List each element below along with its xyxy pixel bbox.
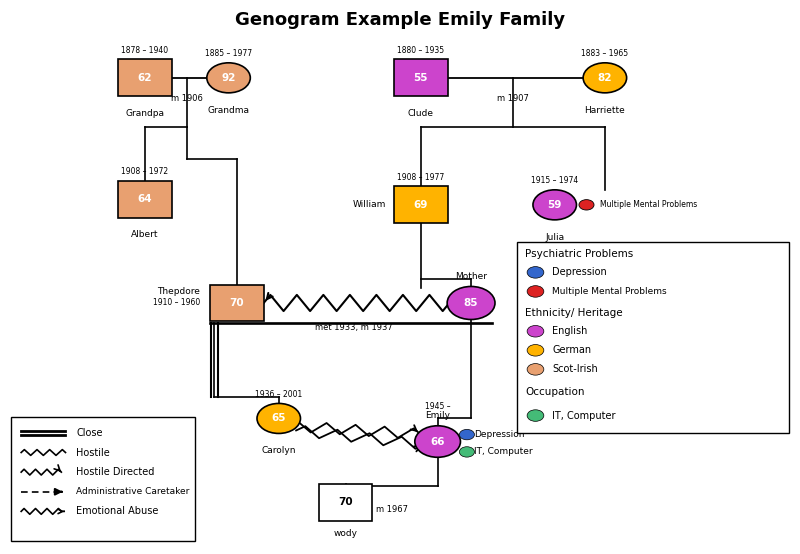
Text: 65: 65 xyxy=(271,413,286,423)
Circle shape xyxy=(459,429,474,440)
Circle shape xyxy=(583,63,626,93)
Text: Scot-Irish: Scot-Irish xyxy=(552,365,598,375)
Text: 1883 – 1965: 1883 – 1965 xyxy=(582,49,629,58)
Text: m 1906: m 1906 xyxy=(171,94,202,102)
Text: Hostile Directed: Hostile Directed xyxy=(76,467,154,477)
Text: 66: 66 xyxy=(430,437,445,447)
Text: Albert: Albert xyxy=(131,230,158,239)
Text: 64: 64 xyxy=(138,194,152,204)
Text: Mother: Mother xyxy=(455,271,487,281)
Text: 1880 – 1935: 1880 – 1935 xyxy=(398,46,445,55)
Text: Close: Close xyxy=(76,428,103,438)
Text: 1885 – 1977: 1885 – 1977 xyxy=(205,49,252,58)
Text: Occupation: Occupation xyxy=(526,387,585,397)
Text: 55: 55 xyxy=(414,73,428,83)
Text: 1908 – 1972: 1908 – 1972 xyxy=(122,167,169,176)
Bar xyxy=(210,285,264,321)
Bar xyxy=(517,242,789,433)
Circle shape xyxy=(447,286,495,320)
Circle shape xyxy=(533,190,577,220)
Text: 59: 59 xyxy=(547,200,562,210)
Text: m 1907: m 1907 xyxy=(497,94,529,102)
Text: German: German xyxy=(552,345,591,355)
Text: 1910 – 1960: 1910 – 1960 xyxy=(153,299,200,307)
Text: wody: wody xyxy=(334,529,358,538)
Text: Grandpa: Grandpa xyxy=(126,109,165,118)
Text: Administrative Caretaker: Administrative Caretaker xyxy=(76,488,190,496)
Text: Emotional Abuse: Emotional Abuse xyxy=(76,506,158,516)
Text: Depression: Depression xyxy=(552,268,607,278)
Bar xyxy=(394,59,448,96)
Text: Julia: Julia xyxy=(545,233,564,242)
Text: Multiple Mental Problems: Multiple Mental Problems xyxy=(552,287,667,296)
Text: Carolyn: Carolyn xyxy=(262,446,296,455)
Text: IT, Computer: IT, Computer xyxy=(552,411,616,420)
Text: Ethnicity/ Heritage: Ethnicity/ Heritage xyxy=(526,308,623,318)
Circle shape xyxy=(257,403,301,433)
Circle shape xyxy=(415,426,461,457)
Bar xyxy=(118,181,172,218)
Circle shape xyxy=(459,447,474,457)
Circle shape xyxy=(527,363,544,375)
Circle shape xyxy=(527,410,544,422)
Circle shape xyxy=(207,63,250,93)
Text: 1936 – 2001: 1936 – 2001 xyxy=(255,390,302,399)
Bar xyxy=(319,484,373,521)
Circle shape xyxy=(527,286,544,297)
Text: 70: 70 xyxy=(230,298,244,308)
Text: 1908 – 1977: 1908 – 1977 xyxy=(398,173,445,182)
Circle shape xyxy=(579,199,594,210)
Text: Hostile: Hostile xyxy=(76,448,110,458)
Text: Genogram Example Emily Family: Genogram Example Emily Family xyxy=(235,11,565,29)
Text: Harriette: Harriette xyxy=(585,106,626,115)
Text: met 1933, m 1937: met 1933, m 1937 xyxy=(315,323,393,332)
Text: 92: 92 xyxy=(222,73,236,83)
Text: Emily: Emily xyxy=(425,411,450,420)
Text: 69: 69 xyxy=(414,200,428,210)
Text: Grandma: Grandma xyxy=(207,106,250,115)
Bar xyxy=(394,186,448,223)
Text: Multiple Mental Problems: Multiple Mental Problems xyxy=(600,201,697,209)
Text: William: William xyxy=(353,201,386,209)
Bar xyxy=(118,59,172,96)
Text: Clude: Clude xyxy=(408,109,434,118)
Text: 1878 – 1940: 1878 – 1940 xyxy=(122,46,169,55)
Bar xyxy=(11,417,195,541)
Text: 1945 –: 1945 – xyxy=(425,402,450,411)
Text: English: English xyxy=(552,326,587,336)
Text: Depression: Depression xyxy=(474,430,525,439)
Text: 70: 70 xyxy=(338,497,353,507)
Text: Thepdore: Thepdore xyxy=(158,287,200,296)
Text: 1915 – 1974: 1915 – 1974 xyxy=(531,176,578,185)
Circle shape xyxy=(527,345,544,356)
Text: Psychiatric Problems: Psychiatric Problems xyxy=(526,249,634,259)
Text: m 1967: m 1967 xyxy=(376,505,408,514)
Text: 85: 85 xyxy=(464,298,478,308)
Text: 82: 82 xyxy=(598,73,612,83)
Text: IT, Computer: IT, Computer xyxy=(474,448,533,456)
Circle shape xyxy=(527,326,544,337)
Bar xyxy=(210,322,493,324)
Text: 62: 62 xyxy=(138,73,152,83)
Circle shape xyxy=(527,266,544,278)
